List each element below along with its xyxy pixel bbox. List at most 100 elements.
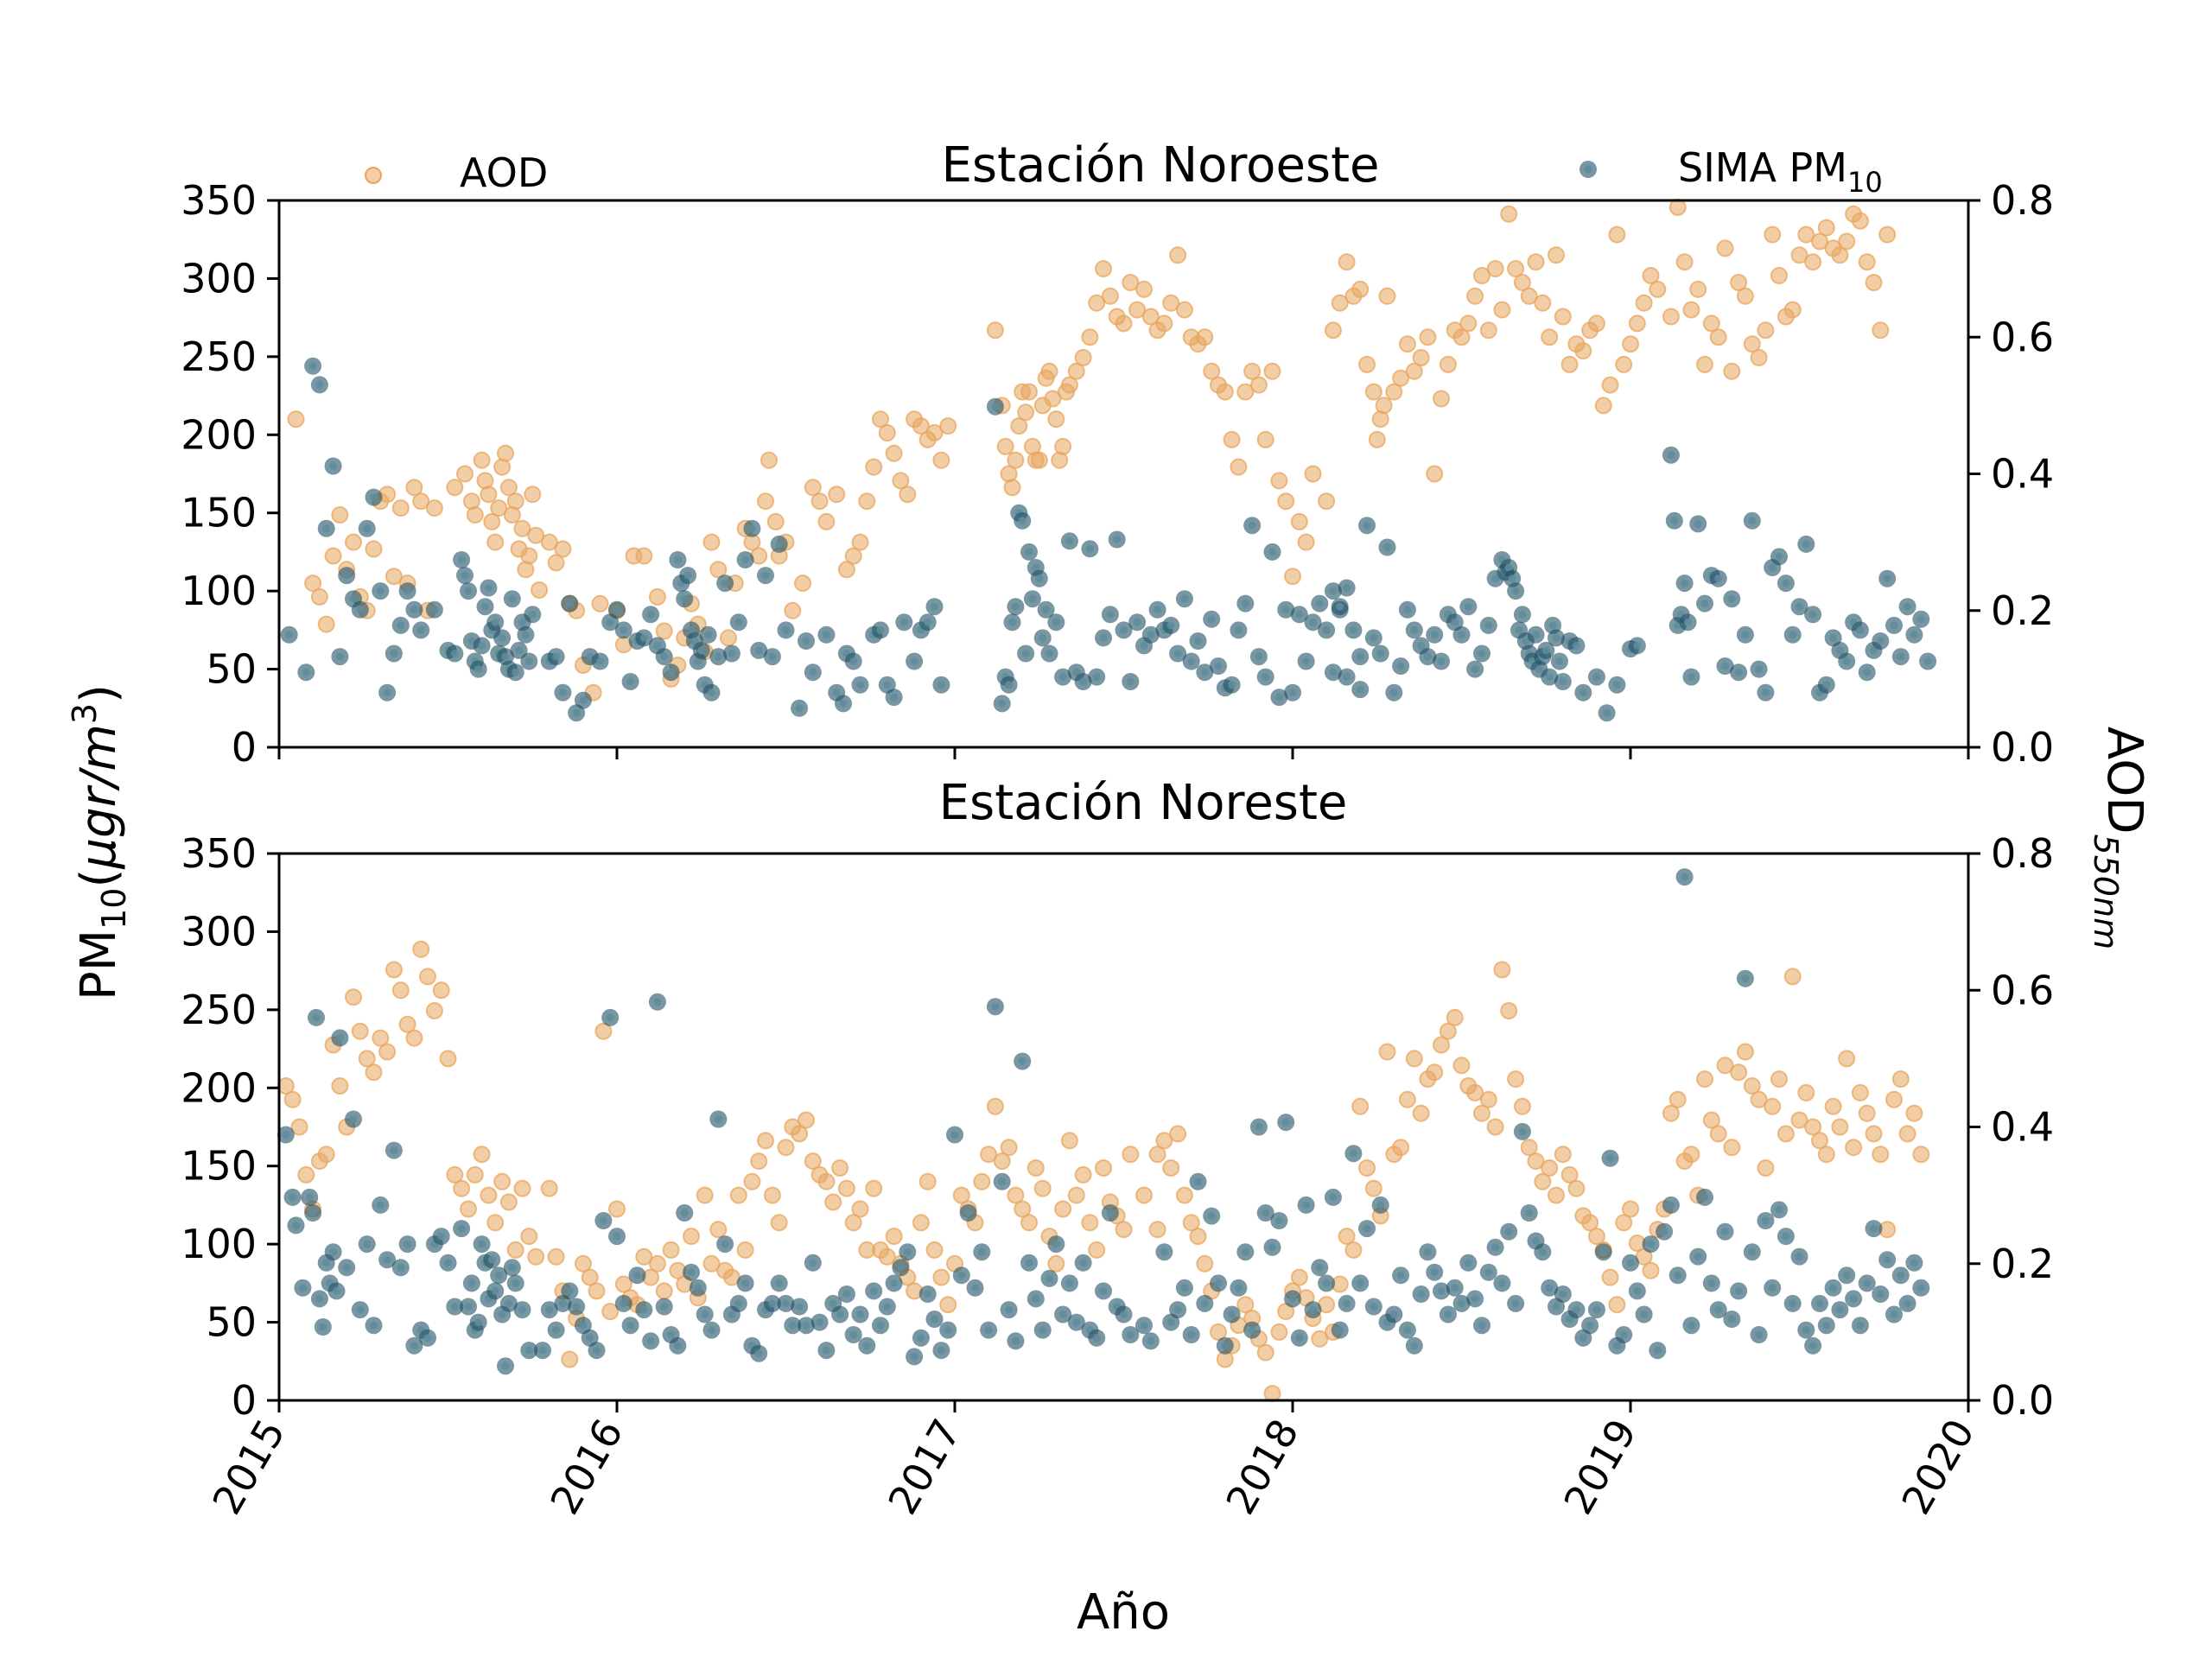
aod-point [885,1228,903,1246]
pm10-point-center [1099,633,1108,642]
pm10-point-center [1667,1201,1675,1209]
pm10-point-center [1370,1303,1378,1311]
pm10-point-center [599,1216,607,1225]
aod-point [837,561,855,579]
aod-point [1331,294,1349,312]
aod-point [524,486,542,504]
pm10-point-center [1255,652,1263,661]
pm10-point-center [1808,1342,1817,1350]
aod-point [1007,451,1025,469]
pm10-point-center [728,1311,736,1318]
pm10-point-center [890,1279,899,1287]
aod-point [766,512,785,530]
panel-top-marks [280,198,1937,722]
pm10-point-center [1835,1305,1844,1314]
pm10-point-center [508,594,517,603]
pm10-point-center [1822,1321,1831,1330]
aod-point [480,486,498,504]
pm10-point-center [1518,610,1527,619]
aod-point [878,424,896,441]
pm10-point-center [1876,637,1885,645]
pm10-point-center [1842,1271,1851,1279]
pm10-point-center [538,1346,547,1355]
pm10-point-center [1187,1330,1196,1339]
aod-point [1033,1179,1052,1197]
pm10-point-center [363,524,372,533]
aod-point [1459,314,1478,333]
aod-point [547,554,565,572]
pm10-point-center [1309,618,1317,626]
aod-point [540,1179,558,1197]
pm10-point-center [991,1002,1000,1011]
aod-point [1017,403,1035,422]
pm10-point-center [931,1315,938,1323]
aod-point [1527,1152,1545,1171]
pm10-point-center [849,1330,858,1339]
aod-point [1865,1125,1883,1143]
pm10-point-center [1410,625,1419,634]
aod-point [1000,1139,1018,1157]
aod-point [858,492,876,511]
aod-point [1141,308,1160,326]
pm10-point-center [1025,548,1033,556]
pm10-point-center [1032,563,1040,572]
aod-point [1777,1125,1795,1143]
pm10-point-center [1923,657,1932,665]
pm10-point-center [450,1303,459,1311]
aod-point [1891,1070,1910,1089]
pm10-point-center [1343,673,1351,682]
pm10-point-center [1755,665,1764,674]
aod-point [1824,1097,1842,1115]
pm10-point-center [1904,602,1912,611]
y-right-tick-label: 0.2 [1991,587,2054,634]
aod-point [460,1200,477,1218]
pm10-point-center [487,1255,496,1264]
pm10-point-center [1322,1279,1331,1287]
aod-point [1750,349,1768,366]
pm10-point-center [356,1305,365,1314]
pm10-point-center [404,587,412,595]
aod-point [1358,355,1376,373]
aod-point [1256,430,1274,448]
aod-point [1669,1090,1687,1108]
aod-point [996,437,1014,455]
pm10-point-center [1734,668,1743,676]
aod-point [1030,451,1048,469]
pm10-point-center [1640,1311,1649,1318]
pm10-point-center [404,1240,412,1248]
pm10-point-center [315,1294,324,1303]
aod-point [743,1172,761,1190]
pm10-point-center [1511,1299,1520,1308]
pm10-point-center [1349,625,1357,634]
pm10-point-center [1241,1247,1249,1256]
pm10-point-center [1535,665,1543,674]
pm10-point-center [832,689,841,697]
pm10-point-center [1126,677,1135,686]
aod-point [1757,1159,1775,1177]
aod-point [817,1172,836,1190]
aod-point [1858,253,1876,271]
aod-point [1831,1118,1849,1136]
pm10-point-center [579,696,588,705]
pm10-point-center [775,1279,784,1287]
pm10-point-center [741,555,750,564]
aod-point [1054,437,1072,455]
aod-point [1790,246,1808,264]
aod-point [614,1275,632,1293]
pm10-point-center [1525,1209,1534,1217]
pm10-point-center [1356,685,1364,694]
aod-point [729,1186,747,1204]
pm10-point-center [1910,631,1918,639]
pm10-point-center [1315,600,1324,608]
aod-point [1182,1214,1200,1232]
aod-point [750,1152,768,1171]
pm10-point-center [579,1321,588,1330]
pm10-point-center [1065,536,1074,545]
pm10-point-center [593,1346,601,1355]
aod-point [527,526,545,544]
pm10-point-center [1647,1240,1655,1248]
aod-point [1216,383,1234,401]
aod-point [297,1165,315,1184]
pm10-point-center [552,652,561,661]
pm10-point-center [1021,650,1030,657]
